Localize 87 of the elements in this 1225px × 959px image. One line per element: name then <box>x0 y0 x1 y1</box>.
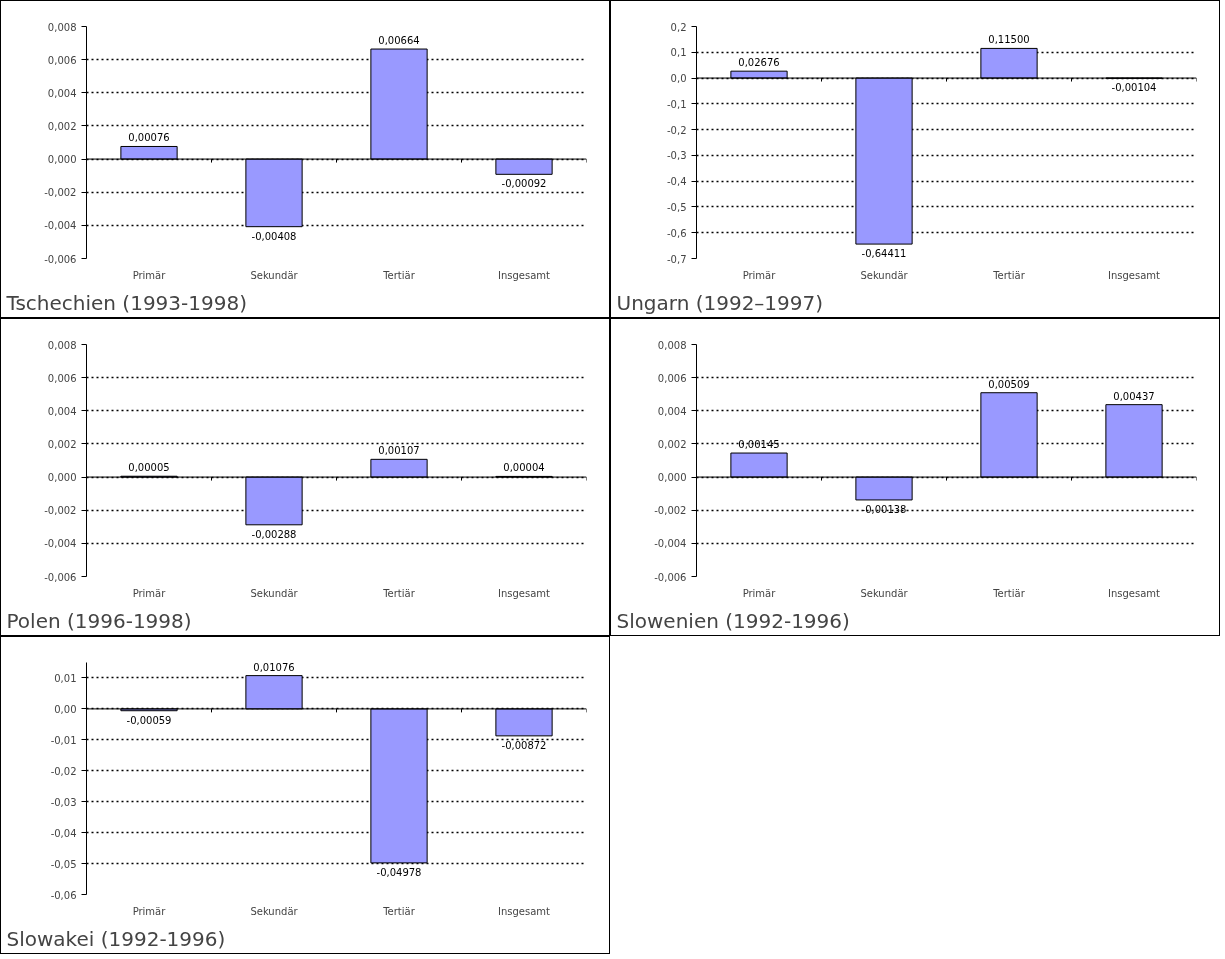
data-label: 0,00076 <box>128 132 170 144</box>
y-tick-label: -0,002 <box>44 187 77 199</box>
y-tick-label: -0,004 <box>44 538 77 550</box>
y-tick-label: 0,000 <box>657 472 687 484</box>
x-tick-label: Insgesamt <box>498 905 551 917</box>
data-label: 0,00437 <box>1113 390 1155 402</box>
y-tick-label: 0,004 <box>657 405 687 417</box>
y-tick-label: -0,2 <box>666 124 687 136</box>
y-tick-label: 0,006 <box>47 372 77 384</box>
data-label: 0,11500 <box>988 34 1030 46</box>
y-tick-label: -0,7 <box>666 253 687 265</box>
x-tick-label: Sekundär <box>250 269 299 281</box>
y-tick-label: -0,004 <box>654 538 687 550</box>
y-tick-label: -0,002 <box>44 505 77 517</box>
y-tick-label: -0,5 <box>666 201 687 213</box>
data-label: -0,00288 <box>251 528 297 540</box>
y-tick-label: -0,4 <box>666 176 687 188</box>
x-tick-label: Primär <box>132 269 167 281</box>
x-tick-label: Primär <box>132 587 167 599</box>
text: Tschechien (1993-1998) <box>5 290 247 315</box>
y-tick-label: 0,006 <box>657 372 687 384</box>
data-label: 0,00107 <box>378 445 420 457</box>
x-tick-label: Tertiär <box>382 587 416 599</box>
data-label: 0,00145 <box>738 439 780 451</box>
y-tick-label: 0,002 <box>657 438 687 450</box>
y-tick-label: 0,2 <box>670 21 687 33</box>
x-tick-label: Sekundär <box>250 587 299 599</box>
y-tick-label: -0,03 <box>50 796 77 808</box>
x-tick-label: Tertiär <box>992 269 1026 281</box>
y-tick-label: 0,00 <box>54 703 77 715</box>
y-tick-label: 0,004 <box>47 405 77 417</box>
y-tick-label: 0,000 <box>47 472 77 484</box>
y-tick-label: 0,01 <box>54 672 77 684</box>
data-label: -0,00138 <box>861 503 907 515</box>
text: Slowenien (1992-1996) <box>616 608 850 633</box>
data-label: -0,00408 <box>251 230 297 242</box>
x-tick-label: Primär <box>742 269 777 281</box>
y-tick-label: 0,006 <box>47 54 77 66</box>
data-label: 0,00004 <box>503 462 545 474</box>
x-tick-label: Insgesamt <box>1108 587 1161 599</box>
y-tick-label: 0,008 <box>47 21 77 33</box>
y-tick-label: -0,02 <box>50 765 77 777</box>
y-tick-label: -0,006 <box>44 253 77 265</box>
x-tick-label: Tertiär <box>382 905 416 917</box>
text: Polen (1996-1998) <box>6 608 192 633</box>
data-label: -0,04978 <box>376 866 422 878</box>
text: Slowakei (1992-1996) <box>6 926 226 951</box>
y-tick-label: -0,006 <box>44 571 77 583</box>
x-tick-label: Insgesamt <box>498 269 551 281</box>
x-tick-label: Insgesamt <box>498 587 551 599</box>
x-tick-label: Sekundär <box>860 269 909 281</box>
y-tick-label: 0,008 <box>47 339 77 351</box>
x-tick-label: Insgesamt <box>1108 269 1161 281</box>
x-tick-label: Primär <box>132 905 167 917</box>
x-tick-label: Tertiär <box>382 269 416 281</box>
y-tick-label: -0,3 <box>666 150 687 162</box>
x-tick-label: Sekundär <box>250 905 299 917</box>
y-tick-label: 0,0 <box>670 73 687 85</box>
x-tick-label: Sekundär <box>860 587 909 599</box>
y-tick-label: -0,6 <box>666 227 687 239</box>
x-tick-label: Primär <box>742 587 777 599</box>
x-tick-label: Tertiär <box>992 587 1026 599</box>
data-label: 0,02676 <box>738 57 780 69</box>
y-tick-label: -0,006 <box>654 571 687 583</box>
y-tick-label: -0,002 <box>654 505 687 517</box>
y-tick-label: -0,1 <box>666 98 687 110</box>
data-label: -0,00092 <box>501 178 547 190</box>
y-tick-label: -0,04 <box>50 827 77 839</box>
data-label: -0,00059 <box>126 714 172 726</box>
y-tick-label: 0,002 <box>47 438 77 450</box>
y-tick-label: 0,000 <box>47 154 77 166</box>
data-label: 0,00509 <box>988 378 1030 390</box>
y-tick-label: 0,1 <box>670 47 687 59</box>
text: Ungarn (1992–1997) <box>616 290 824 315</box>
y-tick-label: -0,01 <box>50 734 77 746</box>
data-label: 0,01076 <box>253 661 295 673</box>
y-tick-label: -0,05 <box>50 858 77 870</box>
data-label: 0,00005 <box>128 462 170 474</box>
y-tick-label: 0,004 <box>47 87 77 99</box>
data-label: -0,00872 <box>501 739 547 751</box>
y-tick-label: -0,004 <box>44 220 77 232</box>
data-label: 0,00664 <box>378 35 420 47</box>
y-tick-label: 0,002 <box>47 120 77 132</box>
y-tick-label: -0,06 <box>50 889 77 901</box>
data-label: -0,00104 <box>1111 82 1157 94</box>
data-label: -0,64411 <box>861 248 907 260</box>
y-tick-label: 0,008 <box>657 339 687 351</box>
